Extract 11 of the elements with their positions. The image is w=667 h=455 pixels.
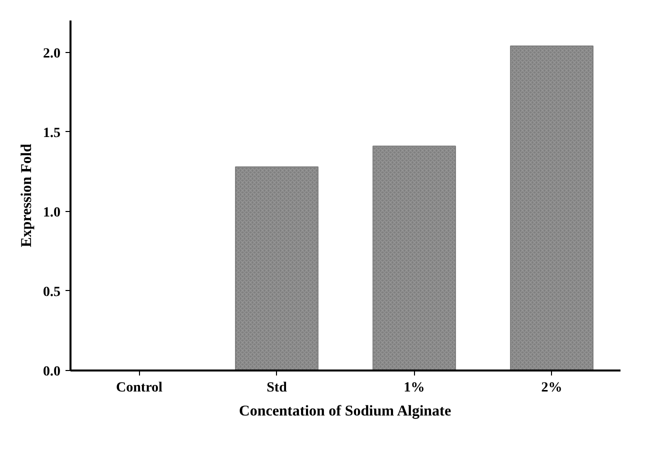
y-axis-title: Expression Fold	[19, 143, 35, 248]
y-tick-label: 0.0	[43, 364, 60, 380]
y-tick-label: 0.5	[43, 284, 60, 300]
x-tick-label: 1%	[404, 380, 425, 396]
y-tick-label: 1.5	[43, 126, 60, 141]
y-tick-label: 1.0	[43, 205, 60, 220]
x-tick-label: 2%	[541, 380, 562, 396]
x-tick-label: Std	[266, 380, 288, 396]
x-axis-title: Concentation of Sodium Alginate	[239, 404, 452, 420]
x-tick-label: Control	[116, 380, 163, 396]
y-tick-label: 2.0	[43, 46, 60, 62]
